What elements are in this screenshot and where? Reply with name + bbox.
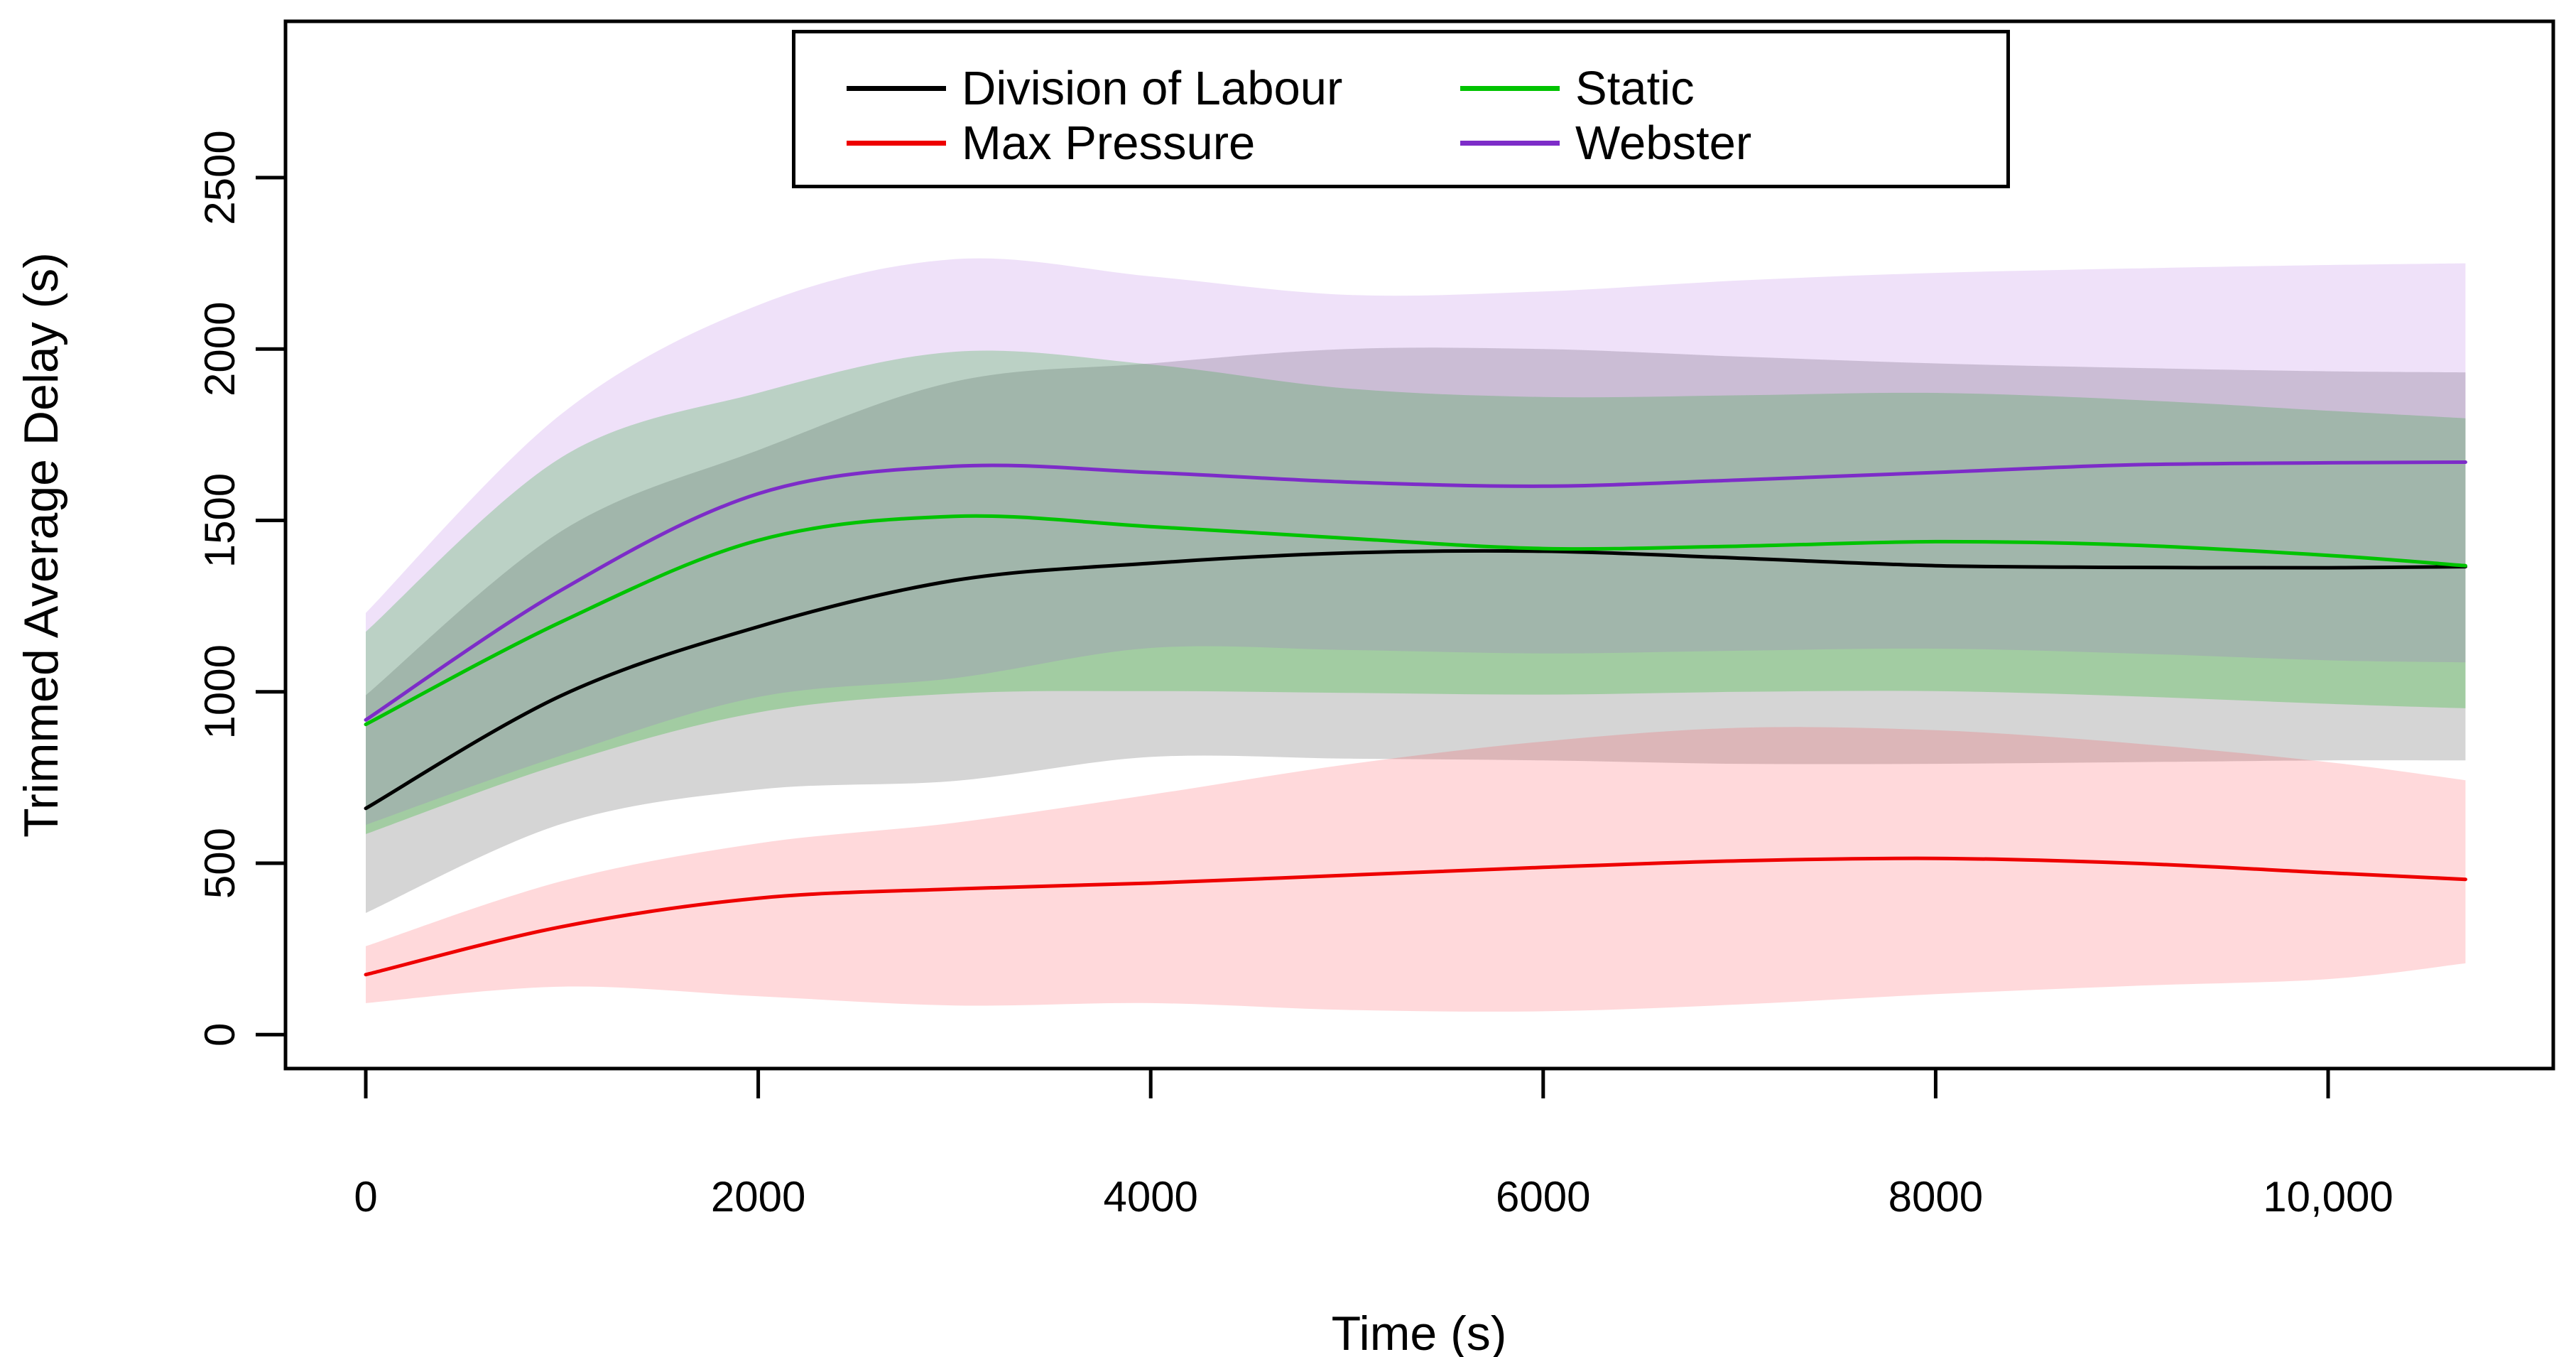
legend-item-max-pressure: Max Pressure — [847, 119, 1255, 167]
y-tick-label: 2000 — [196, 302, 244, 396]
legend-item-static: Static — [1460, 65, 1695, 112]
y-tick-label: 2500 — [196, 130, 244, 225]
x-tick-label: 8000 — [1888, 1173, 1983, 1221]
x-tick-label: 6000 — [1496, 1173, 1590, 1221]
line-static — [364, 514, 2467, 727]
y-tick-label: 1500 — [196, 473, 244, 568]
line-max-pressure — [364, 856, 2467, 977]
line-webster — [364, 460, 2467, 722]
x-tick-label: 10,000 — [2263, 1173, 2393, 1221]
legend-label: Max Pressure — [962, 117, 1256, 170]
band-division-of-labour — [366, 347, 2466, 914]
legend-line-sample-black — [847, 86, 946, 91]
legend-label: Static — [1575, 62, 1695, 115]
band-max-pressure — [366, 727, 2466, 1012]
legend-item-webster: Webster — [1460, 119, 1751, 167]
legend-label: Division of Labour — [962, 62, 1343, 115]
x-tick-label: 2000 — [711, 1173, 805, 1221]
y-tick-label: 500 — [196, 828, 244, 899]
legend-line-sample-purple — [1460, 141, 1560, 146]
y-axis-title: Trimmed Average Delay (s) — [14, 252, 68, 838]
y-tick-label: 1000 — [196, 644, 244, 739]
x-axis-title: Time (s) — [1331, 1307, 1507, 1357]
plot-box — [283, 19, 2555, 1071]
line-division-of-labour — [364, 548, 2467, 811]
y-tick-label: 0 — [196, 1023, 244, 1047]
legend-line-sample-green — [1460, 86, 1560, 91]
legend-item-division-of-labour: Division of Labour — [847, 65, 1342, 112]
legend-line-sample-red — [847, 141, 946, 146]
legend-box: Division of Labour Max Pressure Static W… — [792, 30, 2010, 188]
legend-label: Webster — [1575, 117, 1752, 170]
x-tick-label: 4000 — [1103, 1173, 1197, 1221]
x-tick-label: 0 — [354, 1173, 377, 1221]
